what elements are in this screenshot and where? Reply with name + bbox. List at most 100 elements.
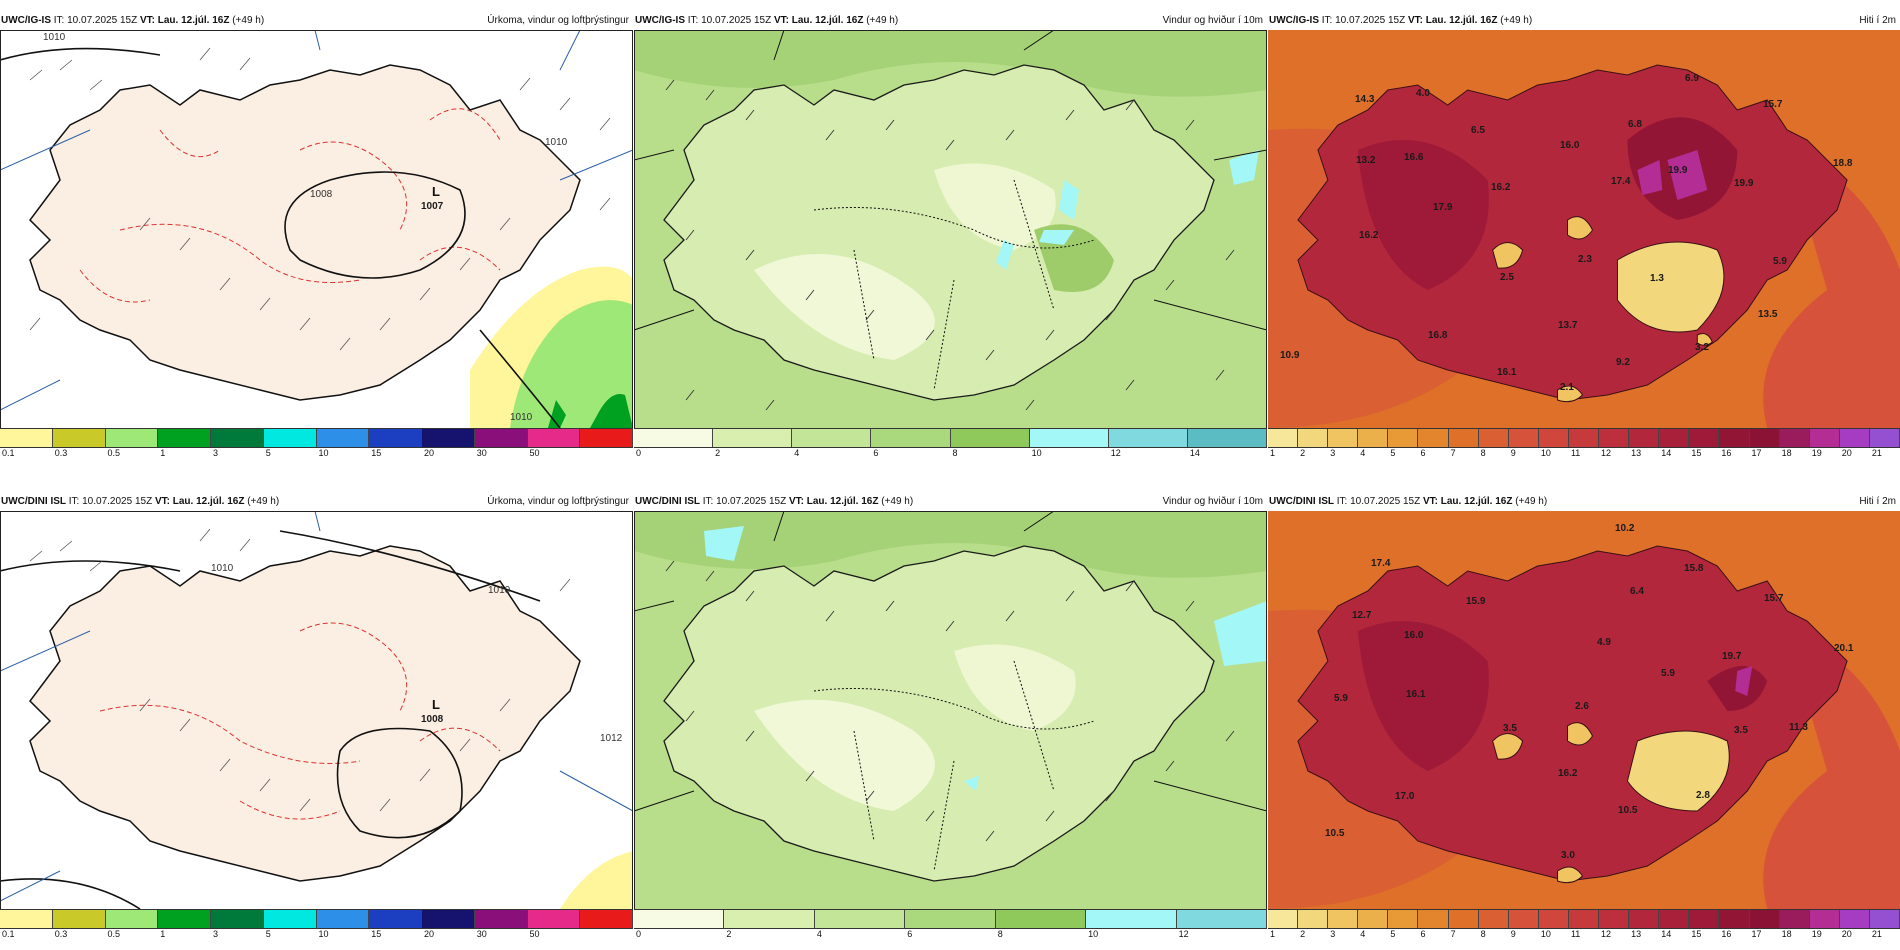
- colorbar-tick-label: 3: [1330, 448, 1336, 458]
- colorbar-tick-label: 5: [1390, 929, 1396, 939]
- isobar-label: 1010: [43, 32, 66, 43]
- colorbar-segment: [52, 429, 106, 447]
- colorbar-ticks: 0 2 4 6 8 10 12: [634, 929, 1267, 941]
- colorbar-segment: [1448, 910, 1479, 928]
- valid-time: VT: Lau. 12.júl. 16Z: [139, 15, 230, 26]
- panel-wind-dini: UWC/DINI ISL IT: 10.07.2025 15Z VT: Lau.…: [634, 493, 1267, 942]
- temp-label: 16.1: [1497, 367, 1517, 378]
- colorbar-tick-label: 4: [1360, 448, 1366, 458]
- colorbar-tick-label: 21: [1871, 929, 1882, 939]
- temp-label: 4.9: [1597, 637, 1611, 648]
- colorbar-segment: [1779, 429, 1810, 447]
- valid-time: VT: Lau. 12.júl. 16Z: [773, 15, 864, 26]
- temp-label: 6.9: [1685, 73, 1699, 84]
- colorbar-segment: [1779, 910, 1810, 928]
- colorbar-tick-label: 13: [1631, 929, 1642, 939]
- colorbar-segment: [1599, 910, 1630, 928]
- colorbar-tick-label: 16: [1721, 929, 1732, 939]
- colorbar-tick-label: 15: [1691, 448, 1702, 458]
- panel-header: UWC/DINI ISL IT: 10.07.2025 15Z VT: Lau.…: [1268, 493, 1900, 510]
- colorbar-tick-label: 15: [1691, 929, 1702, 939]
- colorbar-tick-label: 6: [1420, 929, 1426, 939]
- colorbar-tick-label: 0.1: [2, 929, 15, 939]
- colorbar-segment: [1029, 429, 1109, 447]
- colorbar-tick-label: 50: [529, 448, 540, 458]
- colorbar-tick-label: 10: [1031, 448, 1042, 458]
- colorbar-segment: [634, 910, 725, 928]
- colorbar-segment: [1328, 429, 1359, 447]
- colorbar-segment: [369, 429, 422, 447]
- colorbar-tick-label: 6: [873, 448, 879, 458]
- model-name: UWC/IG-IS: [1, 15, 51, 26]
- temp-label: 17.0: [1395, 791, 1415, 802]
- colorbar-tick-label: 9: [1510, 448, 1516, 458]
- colorbar-segment: [713, 429, 793, 447]
- temp-label: 13.7: [1558, 320, 1578, 331]
- product-title: Hiti í 2m: [1859, 496, 1896, 507]
- wind-map: [634, 511, 1267, 909]
- model-name: UWC/IG-IS: [635, 15, 685, 26]
- temp-label: 3.0: [1561, 850, 1575, 861]
- colorbar-tick-label: 15: [371, 929, 382, 939]
- temp-label: 4.0: [1416, 88, 1430, 99]
- colorbar-tick-label: 9: [1510, 929, 1516, 939]
- temp-label: 10.5: [1618, 805, 1638, 816]
- temp-label: 16.2: [1359, 230, 1379, 241]
- colorbar-segment: [527, 910, 581, 928]
- init-time: IT: 10.07.2025 15Z: [687, 15, 772, 26]
- colorbar-tick-label: 0.3: [54, 929, 68, 939]
- temp-label: 5.9: [1773, 256, 1787, 267]
- colorbar-tick-label: 7: [1450, 448, 1456, 458]
- colorbar-segment: [1086, 910, 1177, 928]
- temp-label: 15.7: [1763, 99, 1783, 110]
- colorbar-tick-label: 15: [371, 448, 382, 458]
- product-title: Vindur og hviður í 10m: [1162, 496, 1263, 507]
- colorbar-segment: [1478, 429, 1509, 447]
- colorbar-segment: [1659, 429, 1690, 447]
- colorbar-segment: [1809, 429, 1840, 447]
- colorbar-tick-label: 11: [1570, 929, 1581, 939]
- lead-time: (+49 h): [866, 15, 899, 26]
- colorbar-ticks: 0 2 4 6 8 10 12 14: [634, 448, 1267, 460]
- temp-label: 13.5: [1758, 309, 1778, 320]
- colorbar-ticks: 0.1 0.3 0.5 1 3 5 10 15 20 30 50: [0, 929, 633, 941]
- temp-label: 19.9: [1734, 178, 1754, 189]
- colorbar-segment: [211, 429, 264, 447]
- precip-map: [0, 30, 633, 428]
- colorbar-tick-label: 18: [1781, 448, 1792, 458]
- panel-precip-dini: UWC/DINI ISL IT: 10.07.2025 15Z VT: Lau.…: [0, 493, 633, 942]
- colorbar-tick-label: 17: [1751, 929, 1762, 939]
- temp-colorbar: [1268, 428, 1900, 448]
- model-name: UWC/DINI ISL: [1269, 496, 1334, 507]
- temp-label: 18.8: [1833, 158, 1853, 169]
- valid-time: VT: Lau. 12.júl. 16Z: [788, 496, 879, 507]
- colorbar-tick-label: 2: [1300, 929, 1306, 939]
- colorbar-segment: [580, 429, 633, 447]
- temp-label: 10.9: [1280, 350, 1300, 361]
- colorbar-tick-label: 0: [636, 448, 642, 458]
- colorbar-segment: [724, 910, 815, 928]
- isobar-label: 1010: [488, 585, 511, 596]
- temp-label: 17.9: [1433, 202, 1453, 213]
- temp-label: 19.9: [1668, 165, 1688, 176]
- panel-header: UWC/DINI ISL IT: 10.07.2025 15Z VT: Lau.…: [634, 493, 1267, 510]
- product-title: Úrkoma, vindur og loftþrýstingur: [487, 15, 629, 26]
- colorbar-segment: [1629, 910, 1660, 928]
- colorbar-tick-label: 19: [1811, 448, 1822, 458]
- temp-label: 3.5: [1734, 725, 1748, 736]
- isobar-label: 1010: [545, 137, 568, 148]
- init-time: IT: 10.07.2025 15Z: [702, 496, 787, 507]
- colorbar-segment: [1809, 910, 1840, 928]
- colorbar-tick-label: 5: [265, 929, 271, 939]
- colorbar-segment: [158, 910, 211, 928]
- panel-temp-igis: UWC/IG-IS IT: 10.07.2025 15Z VT: Lau. 12…: [1268, 12, 1900, 461]
- colorbar-tick-label: 10: [1088, 929, 1099, 939]
- colorbar-tick-label: 11: [1570, 448, 1581, 458]
- colorbar-tick-label: 20: [424, 929, 435, 939]
- panel-header: UWC/IG-IS IT: 10.07.2025 15Z VT: Lau. 12…: [634, 12, 1267, 29]
- temp-label: 2.5: [1500, 272, 1514, 283]
- temp-map: [1268, 30, 1900, 428]
- colorbar-segment: [1568, 910, 1600, 928]
- colorbar-segment: [0, 910, 53, 928]
- low-pressure-letter: L: [432, 697, 440, 712]
